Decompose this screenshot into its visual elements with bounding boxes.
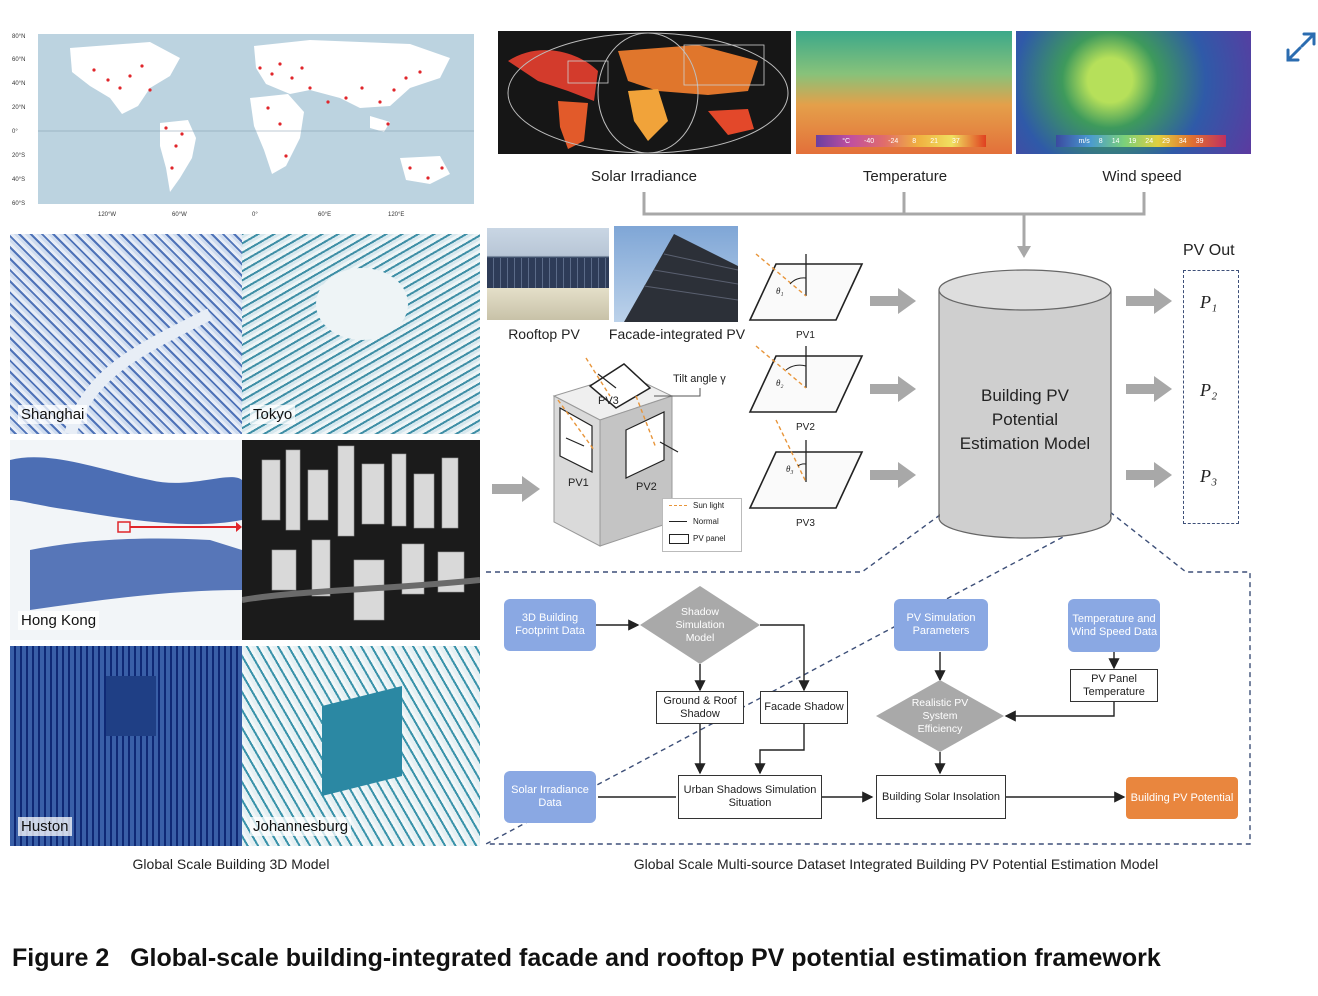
figure-title: Figure 2 Global-scale building-integrate… xyxy=(12,944,1161,972)
solar-irradiance-map xyxy=(498,31,791,154)
pv-panel-label: PV3 xyxy=(796,518,815,529)
theta-label: θ₁ xyxy=(776,286,784,296)
wind-speed-label: Wind speed xyxy=(1102,168,1182,185)
urban-shadows-node: Urban Shadows Simulation Situation xyxy=(678,775,822,819)
temp-scale-label: °C xyxy=(842,137,851,145)
city-panel-huston: Huston xyxy=(10,646,242,846)
city-panel-tokyo: Tokyo xyxy=(242,234,480,434)
expand-icon[interactable] xyxy=(1284,30,1318,64)
lat-label: 0° xyxy=(12,129,18,135)
wind-scale-label: 8 xyxy=(1098,137,1103,145)
right-caption: Global Scale Multi-source Dataset Integr… xyxy=(633,856,1159,872)
efficiency-node: Realistic PV System Efficiency xyxy=(911,696,969,735)
pv-out-p1: P₁ xyxy=(1200,292,1218,312)
legend-pv-panel: PV panel xyxy=(693,534,726,543)
lat-label: 60°S xyxy=(12,201,25,207)
wind-scale-label: 24 xyxy=(1145,137,1154,145)
pv-params-node: PV Simulation Parameters xyxy=(894,599,988,651)
lat-label: 60°N xyxy=(12,57,25,63)
tilt-angle-label: Tilt angle γ xyxy=(673,373,726,385)
lat-label: 20°S xyxy=(12,153,25,159)
theta-label: θ₃ xyxy=(786,464,794,474)
city-panel-hongkong: Hong Kong xyxy=(10,440,242,640)
pv-panel-label: PV2 xyxy=(796,422,815,433)
lon-label: 120°W xyxy=(98,212,116,218)
cube-label-pv2: PV2 xyxy=(636,481,657,493)
wind-scale-label: 34 xyxy=(1178,137,1187,145)
world-map: 80°N 60°N 40°N 20°N 0° 20°S 40°S 60°S 12… xyxy=(10,28,482,224)
footprint-data-node: 3D Building Footprint Data xyxy=(504,599,596,651)
temp-scale-label: -40 xyxy=(864,137,875,145)
lat-label: 40°S xyxy=(12,177,25,183)
facade-pv-label: Facade-integrated PV xyxy=(608,326,746,342)
lat-label: 80°N xyxy=(12,34,25,40)
cube-legend: Sun light Normal PV panel xyxy=(662,498,742,552)
solar-irradiance-label: Solar Irradiance xyxy=(591,168,697,185)
pv-out-box xyxy=(1183,270,1239,524)
model-title-line1: Building PV xyxy=(981,386,1069,405)
city-panel-shanghai: Shanghai xyxy=(10,234,242,434)
insolation-node: Building Solar Insolation xyxy=(876,775,1006,819)
pv-out-label: PV Out xyxy=(1183,242,1235,259)
shadow-model-node: Shadow Simulation Model xyxy=(675,605,725,644)
temp-scale-label: 8 xyxy=(912,137,917,145)
temp-scale-label: 37 xyxy=(952,137,960,145)
wind-scale-label: m/s xyxy=(1078,137,1090,145)
temperature-map: °C -40 -24 8 21 37 xyxy=(796,31,1012,154)
lon-label: 60°W xyxy=(172,212,187,218)
wind-scale-label: 19 xyxy=(1128,137,1137,145)
solar-data-node: Solar Irradiance Data xyxy=(504,771,596,823)
wind-scale-label: 29 xyxy=(1162,137,1170,145)
city-panel-hongkong-3d xyxy=(242,440,480,640)
pv-out-p2: P₂ xyxy=(1200,380,1218,400)
city-label: Tokyo xyxy=(250,405,296,424)
temp-scale-label: -24 xyxy=(888,137,899,145)
estimation-model-cylinder: Building PV Potential Estimation Model xyxy=(938,268,1112,540)
left-caption: Global Scale Building 3D Model xyxy=(132,856,330,872)
city-label: Johannesburg xyxy=(250,817,352,836)
facade-pv-photo xyxy=(614,226,738,322)
pv-out-p3: P₃ xyxy=(1200,466,1218,486)
city-label: Shanghai xyxy=(18,405,88,424)
city-label: Huston xyxy=(18,817,72,836)
legend-normal: Normal xyxy=(693,517,719,526)
lon-label: 0° xyxy=(252,212,258,218)
pv-cube-diagram: PV3 PV1 PV2 xyxy=(552,357,679,547)
city-panel-johannesburg: Johannesburg xyxy=(242,646,480,846)
tilt-leader xyxy=(654,388,701,397)
facade-shadow-node: Facade Shadow xyxy=(760,691,848,724)
lon-label: 120°E xyxy=(388,212,404,218)
pv-panel-label: PV1 xyxy=(796,330,815,341)
temperature-label: Temperature xyxy=(862,168,948,185)
lat-label: 40°N xyxy=(12,81,25,87)
cube-label-pv3: PV3 xyxy=(598,395,619,407)
wind-speed-map: m/s 8 14 19 24 29 34 39 xyxy=(1016,31,1251,154)
legend-sunlight: Sun light xyxy=(693,501,725,510)
cube-label-pv1: PV1 xyxy=(568,477,589,489)
lon-label: 60°E xyxy=(318,212,331,218)
panel-temp-node: PV Panel Temperature xyxy=(1070,669,1158,702)
rooftop-pv-photo xyxy=(487,228,609,320)
temp-scale-label: 21 xyxy=(930,137,938,145)
lat-label: 20°N xyxy=(12,105,25,111)
wind-scale-label: 39 xyxy=(1195,137,1204,145)
city-label: Hong Kong xyxy=(18,611,100,630)
ground-roof-shadow-node: Ground & Roof Shadow xyxy=(656,691,744,724)
model-title-line2: Potential xyxy=(991,410,1059,429)
theta-label: θ₂ xyxy=(776,378,784,388)
wind-scale-label: 14 xyxy=(1111,137,1120,145)
pv-potential-node: Building PV Potential xyxy=(1126,777,1238,819)
temp-wind-node: Temperature and Wind Speed Data xyxy=(1068,599,1160,652)
pv-panel-diagrams: θ₁ θ₂ θ₃ PV1 PV2 PV3 xyxy=(748,253,864,529)
model-title-line3: Estimation Model xyxy=(959,434,1091,453)
rooftop-pv-label: Rooftop PV xyxy=(508,326,580,342)
